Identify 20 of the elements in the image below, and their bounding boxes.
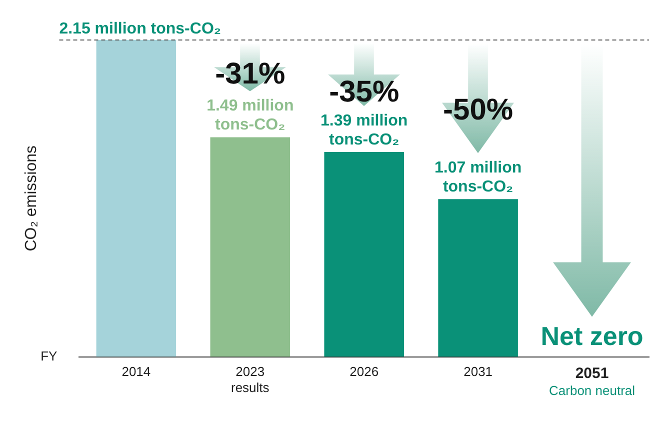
bar — [96, 40, 176, 357]
y-axis-title: CO₂ emissions — [23, 146, 40, 252]
annotation: -50% — [443, 93, 514, 126]
data-label: 1.49 million tons-CO₂ — [206, 98, 294, 134]
bar — [324, 152, 404, 357]
x-tick-label: 2051 — [575, 364, 609, 382]
x-axis-title: FY — [40, 348, 58, 364]
annotation: -31% — [215, 57, 286, 90]
data-label: Net zero — [540, 320, 644, 351]
x-tick-label: 2014 — [122, 364, 151, 380]
ref-line-label: 2.15 million tons-CO₂ — [59, 20, 221, 38]
x-tick-label: 2031 — [464, 364, 493, 380]
x-tick-label: 2023 results — [230, 364, 270, 395]
data-label: 1.39 million tons-CO₂ — [320, 112, 408, 148]
bar — [438, 199, 518, 357]
data-label: 1.07 million tons-CO₂ — [434, 160, 522, 196]
text: Carbon neutral — [549, 382, 636, 398]
bar — [210, 137, 290, 357]
x-tick-label: 2026 — [350, 364, 379, 380]
annotation: -35% — [329, 75, 400, 108]
